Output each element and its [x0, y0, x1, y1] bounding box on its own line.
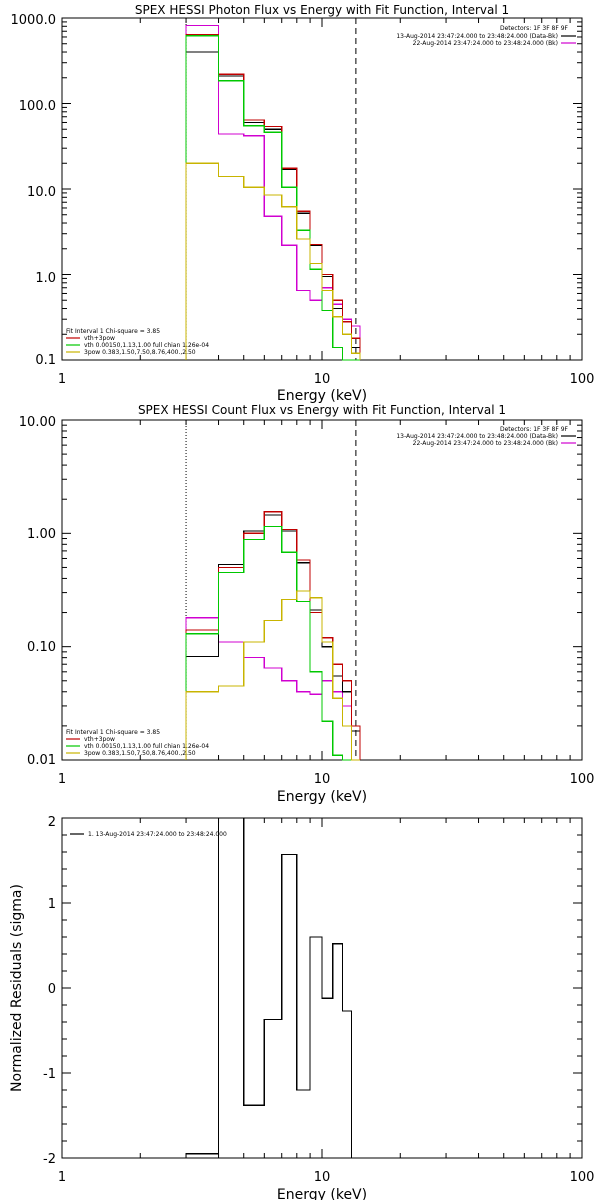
residuals-legend: 1. 13-Aug-2014 23:47:24.000 to 23:48:24.…	[70, 831, 227, 838]
count-chart-title: SPEX HESSI Count Flux vs Energy with Fit…	[138, 403, 506, 417]
photon-info-bk-interval: 22-Aug-2014 23:47:24.000 to 23:48:24.000…	[413, 40, 558, 47]
photon-info-block: Detectors: 1F 3F 8F 9F 13-Aug-2014 23:47…	[396, 25, 576, 47]
count-x-tick-2: 100	[570, 772, 595, 787]
count-info-block: Detectors: 1F 3F 8F 9F 13-Aug-2014 23:47…	[396, 426, 576, 447]
background-histogram	[185, 617, 361, 760]
residuals-y-tick-2: 0	[48, 982, 56, 997]
residuals-y-tick-0: -2	[43, 1152, 56, 1167]
photon-x-tick-0: 1	[58, 372, 66, 387]
photon-y-tick-2: 10.0	[27, 185, 56, 200]
photon-legend-fit: vth+3pow	[84, 335, 115, 342]
photon-axis-ticks	[61, 18, 582, 361]
residuals-y-tick-1: -1	[43, 1067, 56, 1082]
count-x-tick-1: 10	[314, 772, 331, 787]
count-y-tick-1: 0.10	[27, 640, 56, 655]
count-legend-fit: vth+3pow	[84, 736, 115, 743]
residuals-x-tick-2: 100	[570, 1170, 595, 1185]
count-info-bk-interval: 22-Aug-2014 23:47:24.000 to 23:48:24.000…	[413, 440, 558, 447]
count-legend-3pow: 3pow 0.383,1.50,7.50,8.76,400.,2.50	[84, 750, 196, 757]
photon-legend-chisq: Fit Interval 1 Chi-square = 3.85	[66, 328, 160, 335]
photon-x-tick-2: 100	[570, 372, 595, 387]
photon-y-tick-3: 100.0	[19, 99, 56, 114]
count-info-data-interval: 13-Aug-2014 23:47:24.000 to 23:48:24.000…	[396, 433, 558, 440]
residuals-legend-interval: 1. 13-Aug-2014 23:47:24.000 to 23:48:24.…	[88, 831, 227, 838]
photon-x-axis-label: Energy (keV)	[277, 388, 367, 404]
residuals-axis-ticks	[61, 817, 582, 1159]
photon-y-tick-4: 1000.0	[11, 13, 57, 28]
photon-info-data-interval: 13-Aug-2014 23:47:24.000 to 23:48:24.000…	[396, 33, 558, 40]
count-flux-panel: SPEX HESSI Count Flux vs Energy with Fit…	[19, 403, 595, 805]
photon-legend-vth: vth 0.00150,1.13,1.00 full chian 1.26e-0…	[84, 342, 209, 349]
photon-y-tick-0: 0.1	[35, 353, 56, 368]
fit-histogram	[185, 33, 361, 360]
photon-chart-title: SPEX HESSI Photon Flux vs Energy with Fi…	[135, 3, 509, 17]
fit-histogram	[185, 511, 361, 760]
count-spectra	[185, 511, 361, 761]
count-x-axis-label: Energy (keV)	[277, 789, 367, 805]
vth-histogram	[185, 35, 360, 361]
3pow-histogram	[185, 162, 361, 360]
count-info-detectors: Detectors: 1F 3F 8F 9F	[500, 426, 569, 433]
photon-flux-panel: SPEX HESSI Photon Flux vs Energy with Fi…	[11, 3, 595, 404]
photon-spectra	[185, 24, 361, 361]
residuals-x-tick-1: 10	[314, 1170, 331, 1185]
vth-histogram	[185, 525, 360, 761]
photon-legend-3pow: 3pow 0.383,1.50,7.50,8.76,400.,2.50	[84, 349, 196, 356]
residuals-panel: -2 -1 0 1 2 1 10 100 Energy (keV) Normal…	[9, 815, 594, 1200]
count-legend-vth: vth 0.00150,1.13,1.00 full chian 1.26e-0…	[84, 743, 209, 750]
count-y-tick-2: 1.00	[27, 527, 56, 542]
count-axis-ticks	[61, 420, 582, 761]
photon-x-tick-1: 10	[314, 372, 331, 387]
photon-fit-legend: Fit Interval 1 Chi-square = 3.85 vth+3po…	[66, 328, 209, 356]
data-histogram	[185, 514, 361, 760]
count-fit-legend: Fit Interval 1 Chi-square = 3.85 vth+3po…	[66, 729, 209, 757]
count-y-tick-3: 10.00	[19, 415, 56, 430]
data-histogram	[185, 817, 360, 1159]
3pow-histogram	[185, 590, 360, 761]
photon-info-detectors: Detectors: 1F 3F 8F 9F	[500, 25, 569, 32]
residuals-x-axis-label: Energy (keV)	[277, 1187, 367, 1200]
count-y-tick-0: 0.01	[27, 753, 56, 768]
background-histogram	[185, 24, 361, 360]
photon-y-tick-1: 1.0	[35, 271, 56, 286]
residuals-x-tick-0: 1	[58, 1170, 66, 1185]
count-legend-chisq: Fit Interval 1 Chi-square = 3.85	[66, 729, 160, 736]
residuals-histogram	[185, 817, 360, 1159]
count-x-tick-0: 1	[58, 772, 66, 787]
residuals-y-axis-label: Normalized Residuals (sigma)	[9, 884, 25, 1092]
residuals-y-tick-4: 2	[48, 815, 56, 830]
data-histogram	[185, 51, 361, 360]
residuals-y-tick-3: 1	[48, 897, 56, 912]
